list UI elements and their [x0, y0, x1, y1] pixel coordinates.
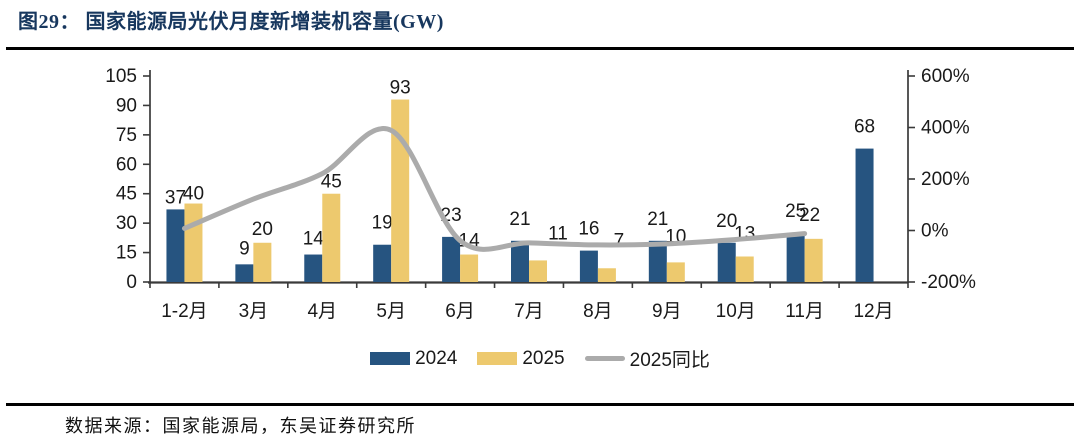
bar-2024	[373, 244, 392, 282]
bar-2024	[442, 236, 461, 282]
bar-value-label-2025: 40	[183, 184, 204, 205]
bar-2024	[304, 254, 323, 282]
x-category-label: 6月	[445, 301, 475, 322]
bar-value-label-2024: 68	[854, 117, 875, 138]
figure-title: 图29： 国家能源局光伏月度新增装机容量(GW)	[18, 11, 444, 33]
bar-2025	[529, 260, 547, 282]
pv-monthly-capacity-chart: 0 15 30 45 60 75 90 105 -200% 0% 200% 400% 600% 37 9 14…	[105, 66, 976, 322]
legend-item-2024: 2024	[370, 348, 457, 370]
y-axis-right-tick-label: 0%	[921, 221, 949, 242]
y-axis-left-tick-label: 90	[116, 95, 137, 116]
y-axis-left-tick-label: 105	[105, 66, 137, 87]
data-source: 数据来源：国家能源局，东吴证券研究所	[65, 416, 416, 436]
legend-swatch-2025-icon	[477, 352, 518, 365]
bar-value-label-2024: 20	[716, 211, 737, 232]
y-axis-left-tick-label: 30	[116, 213, 137, 234]
bar-2025	[804, 238, 823, 282]
bar-2025	[666, 262, 685, 282]
legend-label-2024: 2024	[415, 347, 458, 369]
y-axis-left-tick-label: 0	[126, 272, 137, 293]
bar-2025	[253, 242, 272, 282]
bar-value-label-2024: 16	[578, 219, 599, 240]
bar-2025	[184, 203, 203, 282]
x-category-label: 9月	[652, 301, 682, 322]
bar-2025	[597, 268, 616, 282]
bar-value-label-2024: 21	[509, 209, 530, 230]
x-category-label: 12月	[853, 301, 893, 322]
bar-2025	[460, 254, 479, 282]
bar-2024	[717, 242, 736, 282]
y-axis-right-tick-label: -200%	[921, 272, 976, 293]
bar-2024	[579, 250, 598, 282]
bar-value-label-2025: 7	[614, 230, 625, 251]
x-category-label: 3月	[239, 301, 269, 322]
x-category-label: 10月	[716, 301, 756, 322]
bar-2025	[391, 99, 410, 283]
x-category-label: 4月	[307, 301, 337, 322]
y-axis-right-tick-label: 600%	[921, 66, 970, 87]
bar-2024	[855, 148, 874, 282]
bar-2024	[786, 232, 805, 282]
y-axis-right-tick-label: 200%	[921, 169, 970, 190]
bar-value-label-2025: 45	[321, 172, 342, 193]
legend-label-2025: 2025	[522, 347, 565, 369]
bar-2025	[735, 256, 754, 282]
bar-value-label-2024: 14	[303, 229, 325, 250]
bar-value-label-2025: 20	[252, 219, 273, 240]
yoy-line	[181, 126, 808, 252]
bar-2025	[322, 193, 341, 282]
bar-2024	[648, 240, 667, 282]
bar-2024	[166, 209, 185, 282]
bar-value-label-2024: 25	[785, 201, 806, 222]
bar-value-label-2025: 11	[548, 223, 568, 244]
x-category-label: 11月	[785, 301, 824, 322]
y-axis-right-tick-label: 400%	[921, 118, 970, 139]
chart-legend: 2024 2025 2025同比	[0, 345, 1080, 372]
bottom-divider	[6, 403, 1074, 406]
y-axis-left-tick-label: 75	[116, 125, 137, 146]
legend-line-swatch-icon	[584, 356, 625, 361]
bar-value-label-2025: 22	[799, 205, 820, 226]
bar-value-label-2024: 37	[165, 187, 186, 208]
legend-item-2025: 2025	[477, 347, 565, 370]
y-axis-left-tick-label: 45	[116, 184, 137, 205]
y-axis-left-tick-label: 60	[116, 154, 137, 175]
x-category-label: 7月	[514, 301, 544, 322]
x-category-label: 5月	[376, 301, 406, 322]
y-axis-left-tick-label: 15	[116, 243, 137, 264]
legend-item-yoy: 2025同比	[584, 345, 710, 372]
x-category-label: 1-2月	[161, 301, 207, 322]
legend-label-yoy: 2025同比	[629, 350, 710, 371]
top-divider	[6, 47, 1074, 50]
bar-value-label-2024: 21	[647, 209, 668, 230]
bar-value-label-2024: 19	[372, 213, 393, 234]
bar-value-label-2024: 9	[239, 238, 250, 259]
legend-swatch-2024-icon	[370, 352, 411, 365]
bar-2024	[511, 240, 529, 282]
bar-2024	[235, 264, 254, 282]
x-category-label: 8月	[583, 301, 613, 322]
bar-value-label-2025: 93	[390, 78, 411, 99]
